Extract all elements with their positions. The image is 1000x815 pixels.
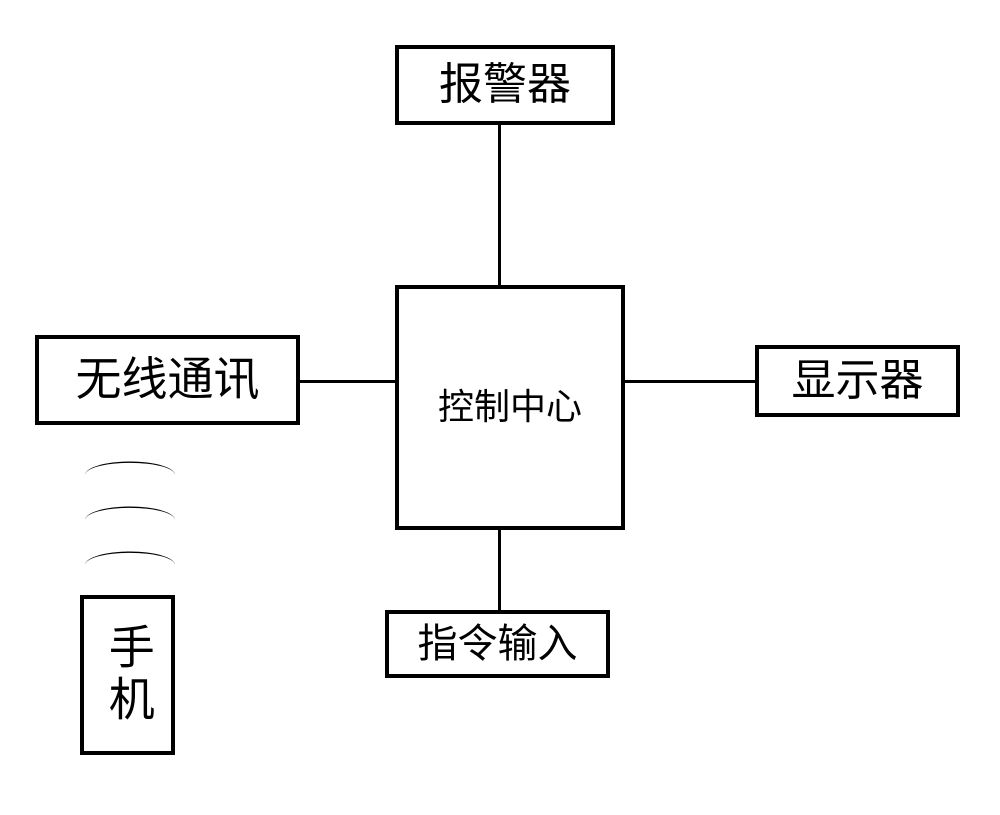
node-command-input: 指令输入	[385, 610, 610, 678]
connector-wireless-center	[300, 380, 395, 383]
node-display: 显示器	[755, 345, 960, 417]
node-command-input-label: 指令输入	[418, 622, 578, 666]
connector-alarm-center	[498, 125, 501, 285]
node-wireless-comm-label: 无线通讯	[76, 355, 260, 406]
wireless-wave-icon	[85, 462, 175, 489]
connector-center-display	[625, 380, 755, 383]
connector-center-command	[498, 530, 501, 610]
node-alarm-label: 报警器	[439, 61, 571, 109]
node-display-label: 显示器	[792, 357, 924, 405]
node-control-center-label: 控制中心	[438, 388, 582, 428]
node-phone-label: 手机	[102, 623, 153, 727]
wireless-wave-icon	[85, 552, 175, 579]
wireless-wave-icon	[85, 507, 175, 534]
node-alarm: 报警器	[395, 45, 615, 125]
diagram-canvas: 报警器 控制中心 无线通讯 显示器 指令输入 手机	[0, 0, 1000, 815]
node-wireless-comm: 无线通讯	[35, 335, 300, 425]
node-phone: 手机	[80, 595, 175, 755]
node-control-center: 控制中心	[395, 285, 625, 530]
